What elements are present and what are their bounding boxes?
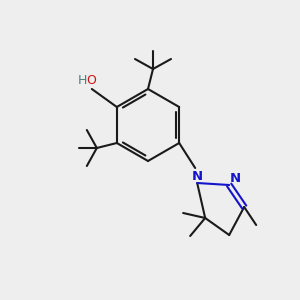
Text: N: N	[192, 169, 203, 182]
Text: H: H	[78, 74, 88, 88]
Text: N: N	[230, 172, 241, 185]
Text: O: O	[86, 74, 96, 88]
